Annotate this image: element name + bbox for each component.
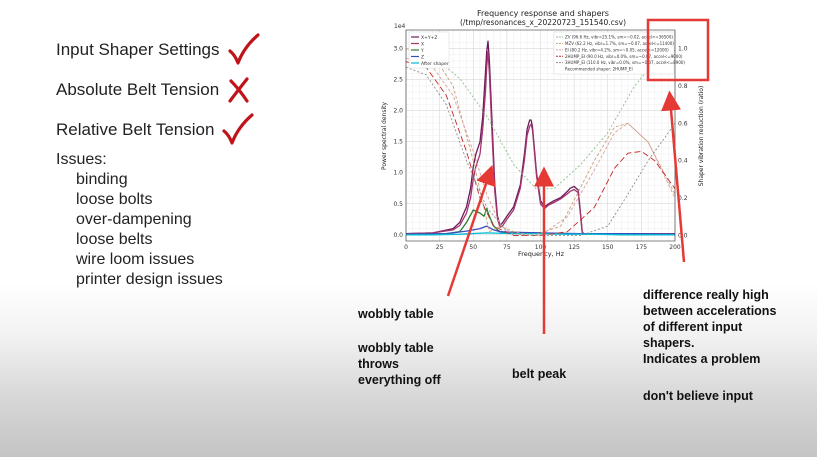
series-line-mzv — [405, 48, 676, 236]
x-tick-label: 50 — [469, 244, 477, 251]
legend-right: ZV (96.6 Hz, vibr=25.1%, sm=~0.02, accel… — [553, 31, 685, 75]
legend-left-label: X+Y+Z — [421, 35, 437, 41]
checklist-item: Absolute Belt Tension — [56, 70, 260, 110]
y-tick-label: 0.5 — [393, 201, 403, 208]
y-right-tick-label: 0.4 — [678, 158, 688, 165]
y-tick-label: 2.0 — [393, 108, 403, 115]
chart-lines — [405, 40, 676, 236]
checklist-item: Input Shaper Settings — [56, 30, 260, 70]
y-tick-label: 3.0 — [393, 46, 403, 53]
chart-title: Frequency response and shapers — [477, 9, 609, 18]
frequency-response-chart: Frequency response and shapers (/tmp/res… — [376, 6, 710, 259]
note-dont-believe: don't believe input — [643, 389, 753, 403]
y-axis-right-label: Shaper vibration reduction (ratio) — [698, 86, 705, 187]
y-axis-label: Power spectral density — [381, 102, 388, 170]
legend-right-box — [553, 31, 675, 75]
note-line: of different input — [643, 320, 743, 334]
issue-item: loose bolts — [76, 191, 153, 208]
series-line-x — [405, 51, 675, 235]
issues-list: binding loose bolts over-dampening loose be… — [56, 170, 223, 290]
y-multiplier: 1e4 — [394, 23, 406, 30]
x-tick-label: 125 — [568, 244, 580, 251]
y-right-tick-label: 0.2 — [678, 195, 688, 202]
note-difference: difference really high between accelerati… — [643, 287, 776, 367]
legend-left-label: After shaper — [421, 61, 449, 67]
y-tick-label: 2.5 — [393, 77, 403, 84]
x-tick-label: 75 — [503, 244, 511, 251]
legend-right-label: Recommended shaper: 2HUMP_EI — [565, 67, 633, 72]
difference-arrow — [661, 90, 686, 263]
issue-item: wire loom issues — [76, 251, 195, 268]
highlight-box — [646, 18, 710, 82]
note-line: wobbly table — [358, 341, 434, 355]
x-tick-label: 150 — [602, 244, 614, 251]
legend-right-label: EI (80.2 Hz, vibr=4.2%, sm=~0.05, accel<… — [565, 47, 669, 52]
issue-item: over-dampening — [76, 211, 192, 228]
legend-left-label: Z — [421, 54, 424, 60]
y-tick-label: 1.5 — [393, 139, 403, 146]
y-tick-label: 0.0 — [393, 232, 403, 239]
wobbly-table-arrow — [446, 164, 496, 297]
cross-icon — [228, 77, 249, 103]
note-wobbly-throws: wobbly table throws everything off — [358, 340, 441, 388]
issues-title: Issues: — [56, 151, 107, 168]
checklist: Input Shaper Settings Absolute Belt Tens… — [56, 30, 260, 150]
series-line-zv — [405, 48, 676, 190]
note-line: Indicates a problem — [643, 352, 761, 366]
series-line-3hump-ei — [405, 66, 676, 236]
y-right-tick-label: 0.8 — [678, 83, 688, 90]
legend-right-label: MZV (62.2 Hz, vibr=1.7%, sm=~0.07, accel… — [565, 41, 674, 46]
y-right-tick-label: 1.0 — [678, 46, 688, 53]
chart-subtitle: (/tmp/resonances_x_20220723_151540.csv) — [460, 18, 626, 27]
issue-item: binding — [76, 171, 128, 188]
legend-right-label: 2HUMP_EI (90.0 Hz, vibr=0.0%, sm=~0.07, … — [565, 54, 683, 59]
series-line-2hump-ei — [405, 61, 676, 236]
note-line: everything off — [358, 373, 441, 387]
note-line: between accelerations — [643, 304, 777, 318]
note-wobbly-table: wobbly table — [358, 307, 434, 321]
x-tick-label: 100 — [535, 244, 547, 251]
checkmark-icon — [227, 33, 260, 65]
legend-left-label: Y — [420, 48, 424, 54]
checklist-item: Relative Belt Tension — [56, 110, 260, 150]
plot-frame — [405, 29, 676, 242]
legend-right-label: 3HUMP_EI (110.0 Hz, vibr=0.0%, sm=~0.07,… — [565, 60, 685, 65]
issue-item: loose belts — [76, 231, 153, 248]
checklist-label: Relative Belt Tension — [56, 120, 215, 139]
checklist-label: Absolute Belt Tension — [56, 80, 220, 99]
legend-right-label: ZV (96.6 Hz, vibr=25.1%, sm=~0.02, accel… — [565, 35, 673, 40]
y-tick-label: 1.0 — [393, 170, 403, 177]
issues-section: Issues: binding loose bolts over-dampening… — [56, 150, 223, 290]
x-tick-label: 25 — [436, 244, 444, 251]
note-line: throws — [358, 357, 399, 371]
x-tick-label: 200 — [669, 244, 681, 251]
checklist-label: Input Shaper Settings — [56, 40, 220, 59]
checkmark-icon — [222, 113, 255, 145]
y-right-tick-label: 0.6 — [678, 120, 688, 127]
issue-item: printer design issues — [76, 271, 223, 288]
x-tick-label: 175 — [636, 244, 648, 251]
x-axis-label: Frequency, Hz — [518, 250, 565, 258]
series-line-after-shaper — [406, 232, 675, 236]
x-tick-label: 0 — [404, 244, 408, 251]
note-line: shapers. — [643, 336, 695, 350]
legend-left-label: X — [421, 41, 424, 47]
note-line: difference really high — [643, 288, 769, 302]
note-belt-peak: belt peak — [512, 367, 567, 381]
